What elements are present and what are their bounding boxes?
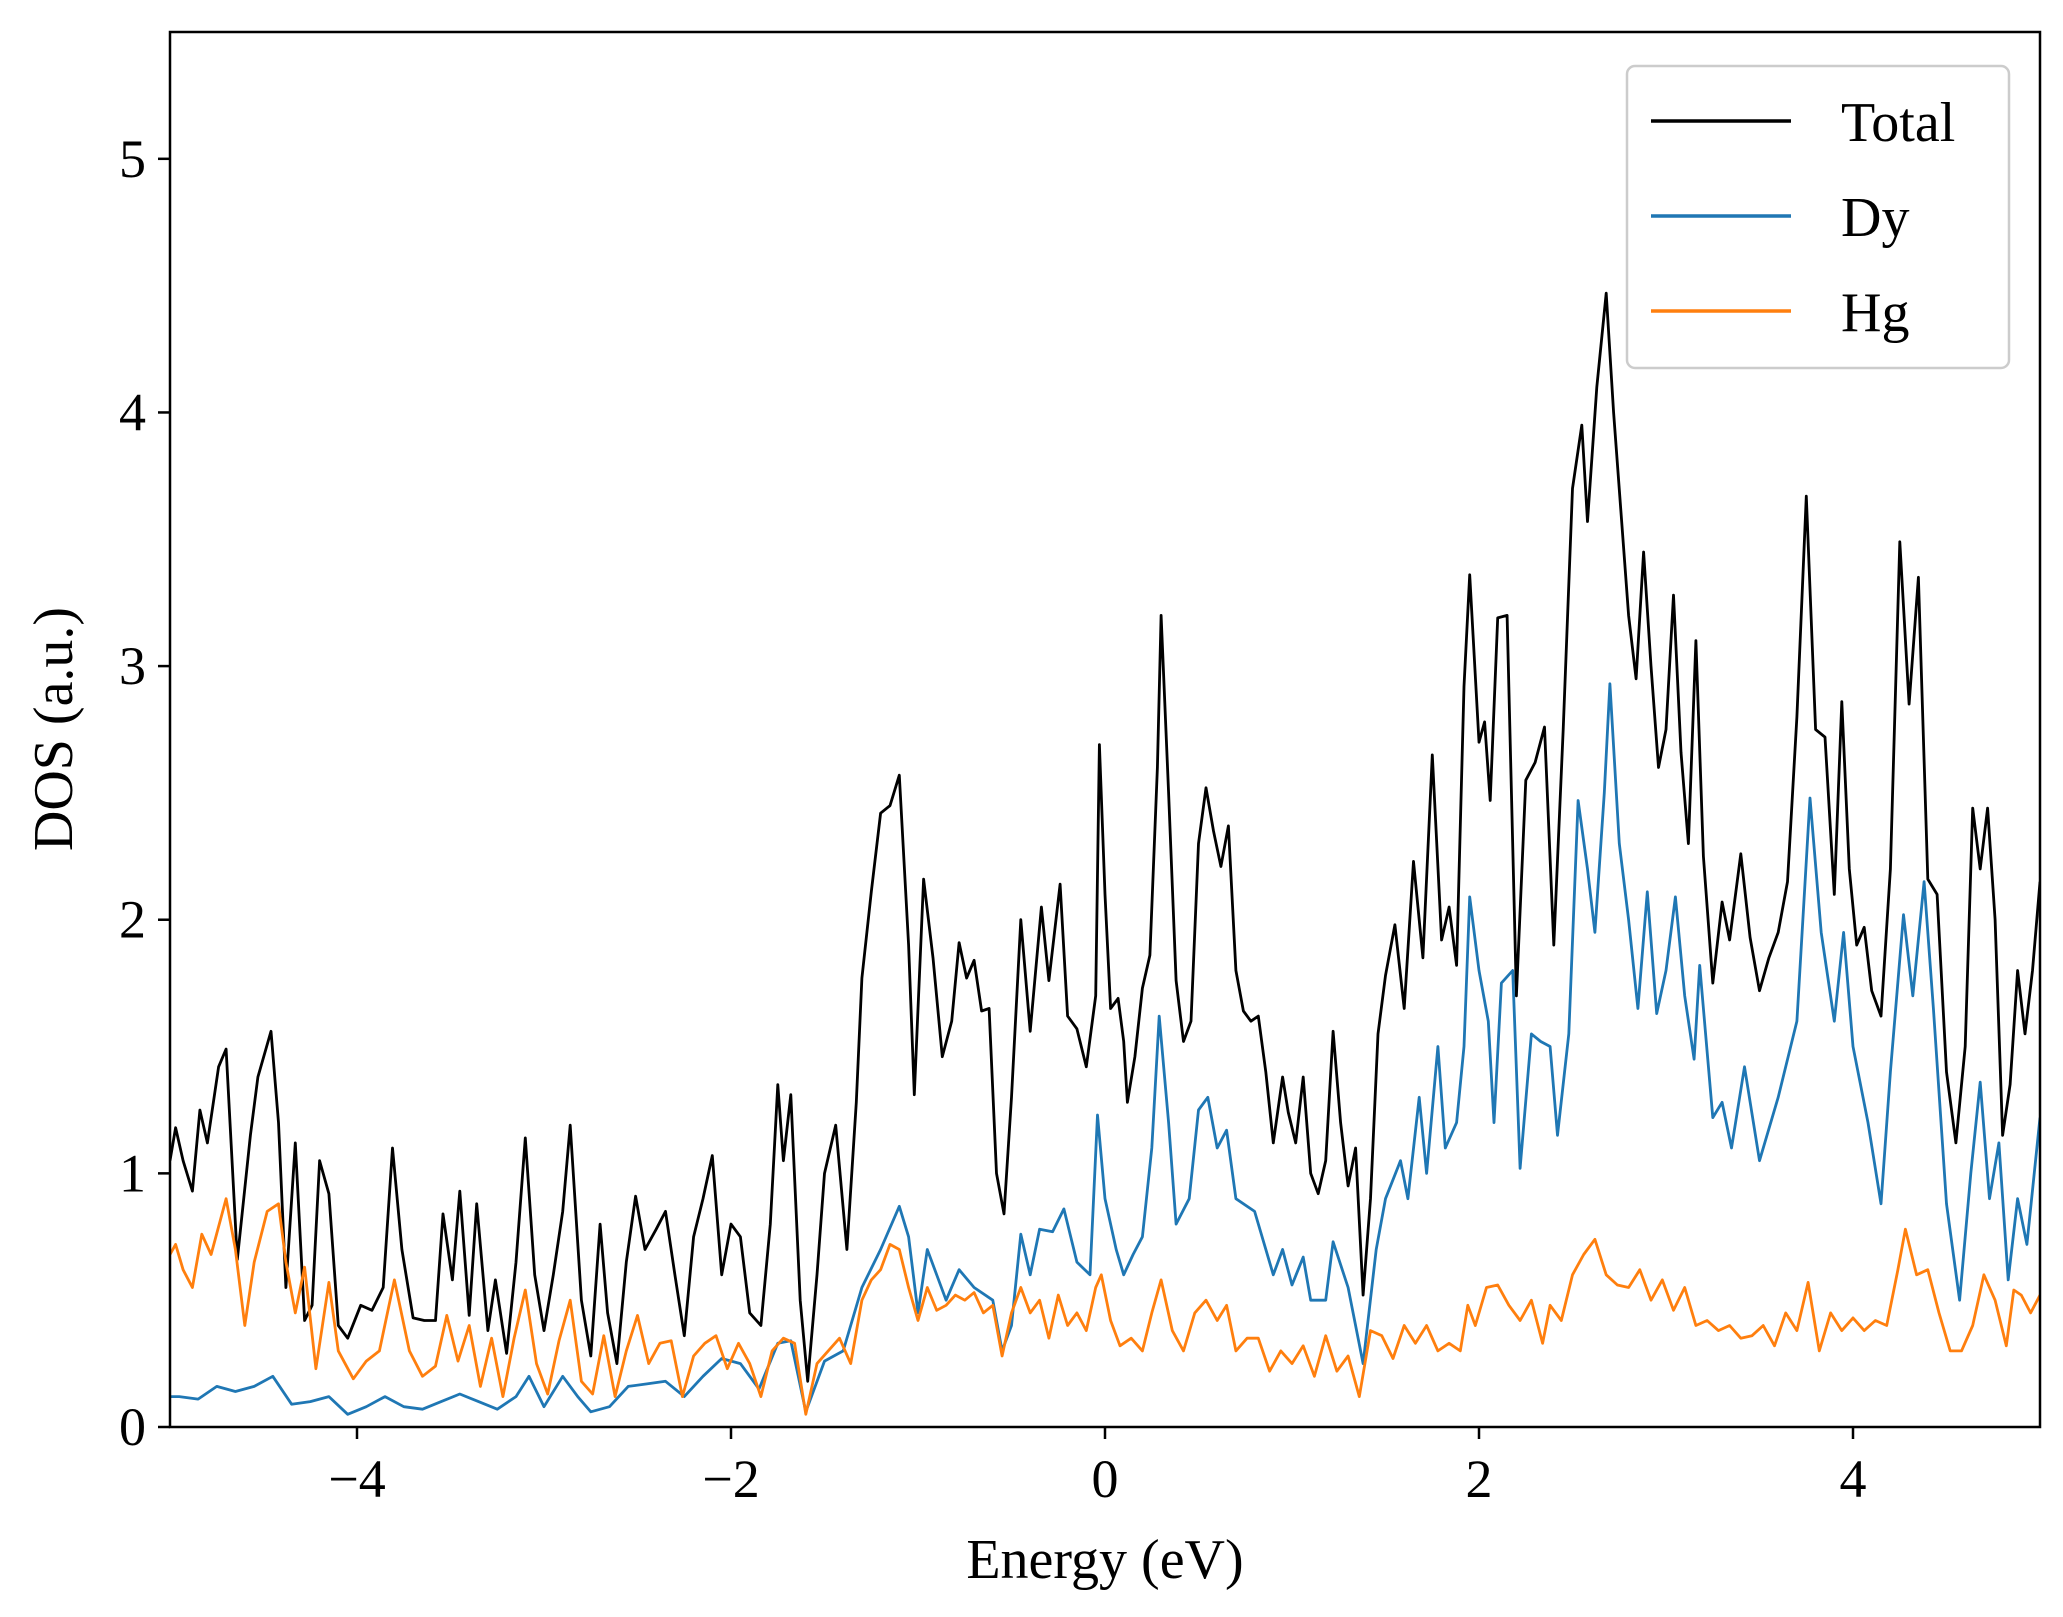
- x-axis-label: Energy (eV): [966, 1529, 1243, 1591]
- y-tick-label: 3: [119, 636, 146, 696]
- y-axis: 0 1 2 3 4 5: [119, 129, 170, 1457]
- x-tick-label: 2: [1466, 1449, 1493, 1509]
- x-axis: −4 −2 0 2 4: [328, 1427, 1867, 1509]
- legend-label-hg: Hg: [1841, 282, 1909, 344]
- x-tick-label: −2: [702, 1449, 759, 1509]
- series-line-dy: [170, 682, 2040, 1416]
- series-line-total: [170, 291, 2040, 1383]
- legend-box: [1625, 64, 2011, 370]
- x-tick-label: −4: [328, 1449, 385, 1509]
- legend-label-dy: Dy: [1841, 187, 1909, 249]
- y-tick-label: 2: [119, 890, 146, 950]
- y-tick-label: 0: [119, 1397, 146, 1457]
- y-axis-label: DOS (a.u.): [23, 607, 85, 851]
- y-tick-label: 1: [119, 1143, 146, 1203]
- legend-label-total: Total: [1841, 92, 1955, 154]
- series-layer: [170, 291, 2040, 1416]
- x-tick-label: 0: [1092, 1449, 1119, 1509]
- legend: Total Dy Hg: [1625, 64, 2011, 370]
- x-tick-label: 4: [1840, 1449, 1867, 1509]
- y-tick-label: 4: [119, 382, 146, 442]
- series-line-hg: [170, 1197, 2040, 1416]
- y-tick-label: 5: [119, 129, 146, 189]
